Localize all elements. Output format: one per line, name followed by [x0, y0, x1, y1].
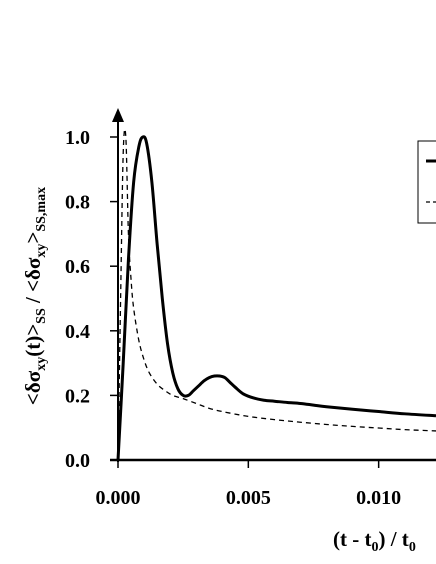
legend-box [417, 140, 436, 224]
y-tick-label: 0.8 [65, 192, 90, 214]
y-tick-label: 0.6 [65, 256, 90, 278]
series-layer [116, 128, 436, 461]
x-axis-label: (t - t0) / t0 [333, 527, 416, 555]
x-tick-label: 0.005 [226, 487, 271, 509]
y-tick-label: 0.2 [65, 385, 90, 407]
x-tick-label: 0.010 [356, 487, 401, 509]
y-tick-label: 0.0 [65, 450, 90, 472]
x-tick-label: 0.000 [96, 487, 141, 509]
legend [417, 140, 436, 224]
y-axis-label: <δσxy(t)>SS / <δσxy>SS,max [21, 187, 49, 405]
x-ticks: 0.000 0.005 0.010 [96, 460, 401, 509]
y-axis-arrow-icon [112, 108, 124, 122]
y-tick-label: 0.4 [65, 321, 90, 343]
y-ticks: 0.0 0.2 0.4 0.6 0.8 1.0 [65, 127, 118, 472]
y-tick-label: 1.0 [65, 127, 90, 149]
series-line-dashed [117, 128, 436, 461]
series-line-solid [116, 135, 436, 461]
